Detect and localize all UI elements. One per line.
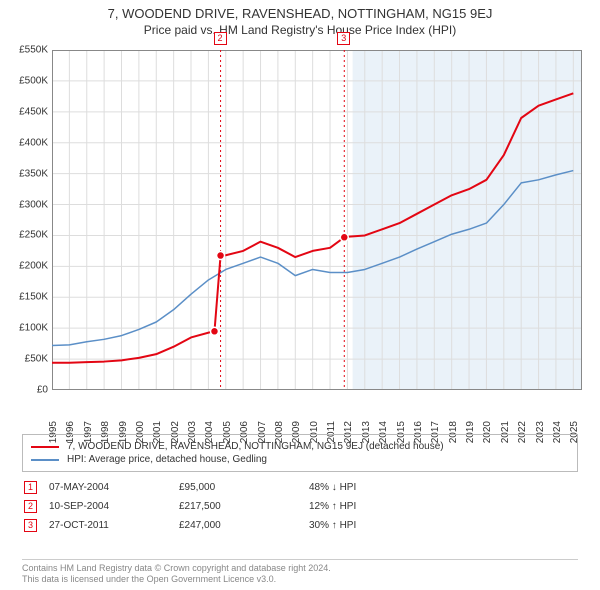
y-tick-label: £250K [4,230,48,241]
legend-swatch [31,446,59,448]
events-table: 1 07-MAY-2004£95,00048% ↓ HPI 2 10-SEP-2004… [22,478,578,535]
y-tick-label: £450K [4,106,48,117]
y-tick-label: £500K [4,75,48,86]
attribution: Contains HM Land Registry data © Crown c… [22,559,578,586]
legend-item: 7, WOODEND DRIVE, RAVENSHEAD, NOTTINGHAM… [31,441,569,452]
event-marker: 3 [24,519,37,532]
event-diff: 30% ↑ HPI [309,520,356,531]
event-price: £95,000 [179,482,309,493]
event-price: £217,500 [179,501,309,512]
chart-svg [52,50,582,390]
event-date: 10-SEP-2004 [49,501,179,512]
y-tick-label: £100K [4,323,48,334]
y-tick-label: £0 [4,385,48,396]
event-price: £247,000 [179,520,309,531]
chart-subtitle: Price paid vs. HM Land Registry's House … [0,23,600,37]
event-marker: 1 [24,481,37,494]
x-axis: 1995199619971998199920002001200220032004… [52,392,582,432]
event-marker-on-chart: 2 [214,32,227,45]
legend-swatch [31,459,59,461]
y-tick-label: £300K [4,199,48,210]
event-diff: 48% ↓ HPI [309,482,356,493]
legend-label: 7, WOODEND DRIVE, RAVENSHEAD, NOTTINGHAM… [67,441,444,452]
event-date: 07-MAY-2004 [49,482,179,493]
event-marker-on-chart: 3 [337,32,350,45]
y-tick-label: £550K [4,45,48,56]
y-tick-label: £200K [4,261,48,272]
event-row: 1 07-MAY-2004£95,00048% ↓ HPI [22,478,578,497]
y-tick-label: £400K [4,137,48,148]
y-axis: £0£50K£100K£150K£200K£250K£300K£350K£400… [4,50,48,390]
attribution-line: This data is licensed under the Open Gov… [22,574,578,586]
event-date: 27-OCT-2011 [49,520,179,531]
chart-area: £0£50K£100K£150K£200K£250K£300K£350K£400… [52,50,582,390]
attribution-line: Contains HM Land Registry data © Crown c… [22,563,578,575]
y-tick-label: £350K [4,168,48,179]
event-row: 3 27-OCT-2011£247,00030% ↑ HPI [22,516,578,535]
event-row: 2 10-SEP-2004£217,50012% ↑ HPI [22,497,578,516]
event-diff: 12% ↑ HPI [309,501,356,512]
y-tick-label: £150K [4,292,48,303]
legend-item: HPI: Average price, detached house, Gedl… [31,454,569,465]
event-marker: 2 [24,500,37,513]
legend: 7, WOODEND DRIVE, RAVENSHEAD, NOTTINGHAM… [22,434,578,472]
y-tick-label: £50K [4,354,48,365]
legend-label: HPI: Average price, detached house, Gedl… [67,454,267,465]
chart-title: 7, WOODEND DRIVE, RAVENSHEAD, NOTTINGHAM… [0,6,600,21]
